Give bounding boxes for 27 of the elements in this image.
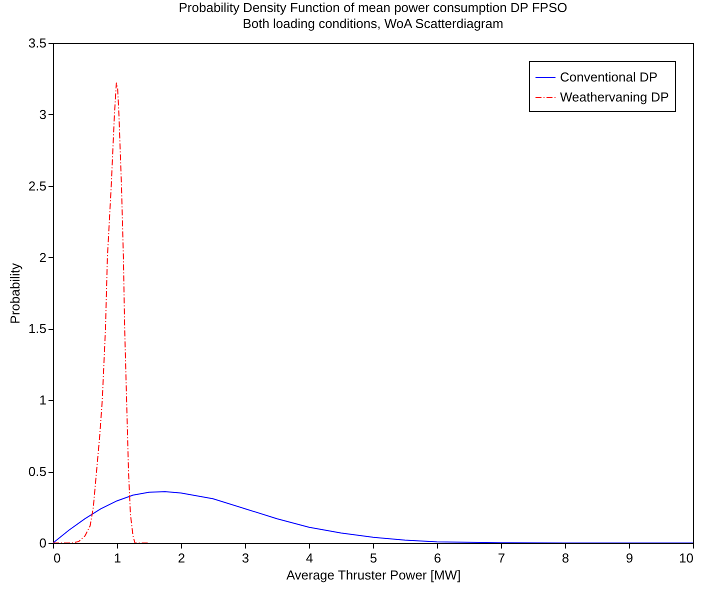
y-tick-label: 2	[39, 250, 46, 265]
y-tick-label: 0.5	[28, 464, 46, 480]
legend-label: Weathervaning DP	[560, 90, 669, 104]
legend-label: Conventional DP	[560, 70, 658, 84]
x-tick-label: 6	[434, 550, 442, 566]
y-tick-label: 3.5	[28, 36, 46, 50]
y-tick-label: 2.5	[28, 178, 46, 194]
text: Probability Density Function of mean power consumption DP FPSO	[178, 0, 568, 15]
y-tick-label: 1	[39, 392, 46, 408]
y-axis-title: Probability	[7, 262, 22, 324]
x-tick-label: 0	[54, 550, 61, 566]
x-tick-label: 4	[306, 550, 314, 566]
x-tick-label: 3	[242, 550, 250, 566]
x-tick-label: 8	[562, 550, 570, 566]
x-tick-label: 9	[626, 550, 634, 566]
x-tick-label: 7	[498, 550, 506, 566]
x-tick-label: 5	[370, 550, 378, 566]
line-series	[53, 82, 150, 543]
line-series	[53, 491, 693, 543]
y-tick-label: 3	[39, 106, 46, 122]
x-axis-title: Average Thruster Power [MW]	[286, 568, 461, 582]
text: Both loading conditions, WoA Scatterdiagram	[242, 16, 504, 31]
x-tick-label: 10	[679, 550, 694, 566]
y-tick-label: 1.5	[28, 321, 46, 336]
x-tick-label: 2	[178, 550, 186, 566]
x-tick-label: 1	[114, 550, 122, 566]
y-tick-label: 0	[39, 536, 46, 550]
